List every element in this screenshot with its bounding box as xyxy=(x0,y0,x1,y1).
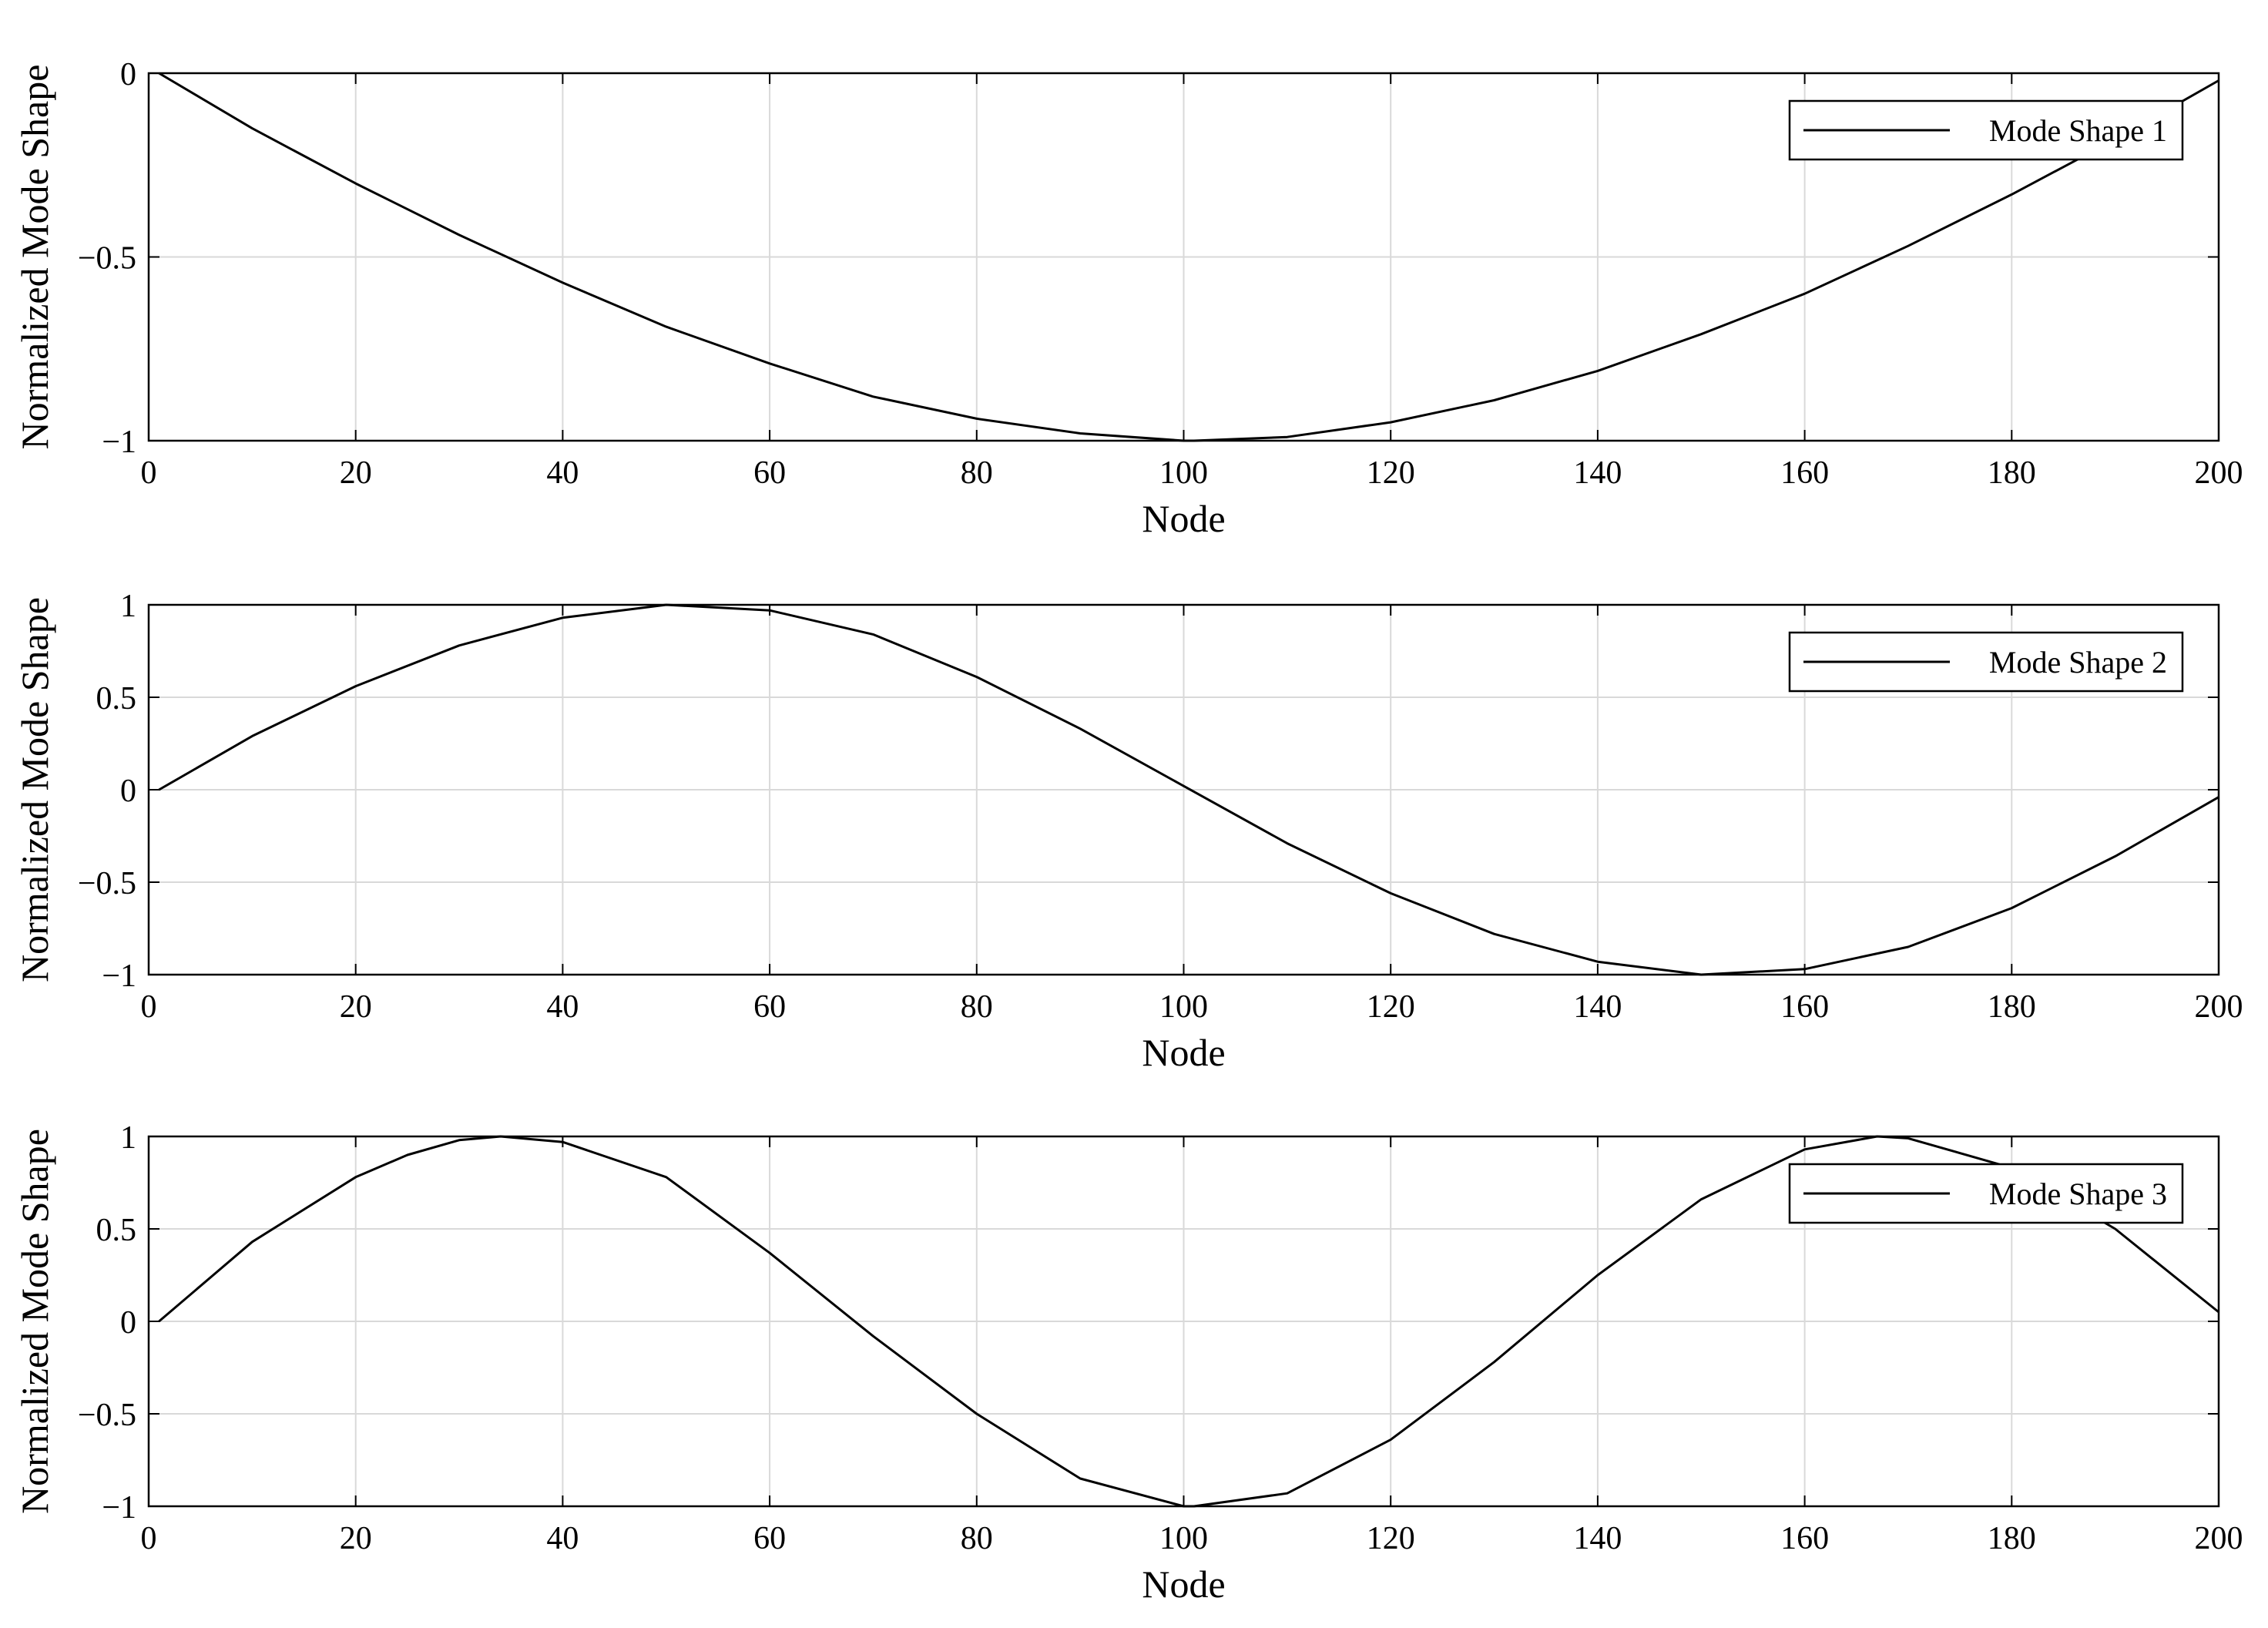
legend-entry-label: Mode Shape 1 xyxy=(1989,113,2167,148)
subplot-1: 0 20 40 60 80 100 120 140 160 180 200 0 −0.5 −1 Mode S… xyxy=(13,57,2243,540)
x-tick-label: 40 xyxy=(546,989,579,1025)
x-tick-label: 200 xyxy=(2195,989,2243,1025)
x-tick-label: 120 xyxy=(1367,1521,1415,1556)
y-axis-label: Normalized Mode Shape xyxy=(13,597,56,982)
x-tick-label: 60 xyxy=(753,455,786,491)
x-axis-label: Node xyxy=(1142,1563,1225,1606)
y-tick-label: 0.5 xyxy=(96,681,137,717)
x-tick-label: 20 xyxy=(340,455,372,491)
x-tick-label: 60 xyxy=(753,989,786,1025)
x-tick-label: 160 xyxy=(1780,989,1829,1025)
y-tick-label: 1 xyxy=(120,589,136,624)
x-axis-label: Node xyxy=(1142,497,1225,540)
x-tick-label: 120 xyxy=(1367,455,1415,491)
y-tick-label: −1 xyxy=(102,958,136,994)
x-axis-label: Node xyxy=(1142,1031,1225,1074)
x-tick-label: 180 xyxy=(1988,989,2036,1025)
x-tick-label: 180 xyxy=(1988,455,2036,491)
subplot-3: 0 20 40 60 80 100 120 140 160 180 200 1 0.5 0 −0.5 −1 Mo… xyxy=(13,1120,2243,1606)
x-tick-label: 200 xyxy=(2195,455,2243,491)
x-tick-label: 100 xyxy=(1159,989,1208,1025)
x-tick-label: 160 xyxy=(1780,455,1829,491)
legend: Mode Shape 2 xyxy=(1788,631,2184,693)
y-tick-label: −0.5 xyxy=(78,241,136,277)
y-tick-label: 0 xyxy=(120,57,136,92)
y-axis-label: Normalized Mode Shape xyxy=(13,65,56,450)
series-line-mode-shape-2 xyxy=(158,603,2219,976)
y-tick-label: −1 xyxy=(102,1490,136,1526)
x-tick-label: 60 xyxy=(753,1521,786,1556)
x-tick-label: 140 xyxy=(1573,1521,1622,1556)
x-tick-label: 160 xyxy=(1780,1521,1829,1556)
x-tick-label: 20 xyxy=(340,1521,372,1556)
legend-entry-label: Mode Shape 2 xyxy=(1989,645,2167,680)
x-tick-label: 200 xyxy=(2195,1521,2243,1556)
y-tick-label: 0 xyxy=(120,774,136,809)
x-tick-label: 100 xyxy=(1159,1521,1208,1556)
y-tick-label: 1 xyxy=(120,1120,136,1156)
y-tick-label: −0.5 xyxy=(78,1398,136,1433)
subplot-2: 0 20 40 60 80 100 120 140 160 180 200 1 0.5 0 −0.5 −1 Mo… xyxy=(13,589,2243,1074)
x-tick-label: 80 xyxy=(961,455,993,491)
x-tick-label: 40 xyxy=(546,455,579,491)
x-tick-label: 100 xyxy=(1159,455,1208,491)
y-tick-label: −0.5 xyxy=(78,866,136,901)
x-tick-label: 0 xyxy=(141,455,157,491)
legend: Mode Shape 3 xyxy=(1788,1163,2184,1224)
x-tick-label: 120 xyxy=(1367,989,1415,1025)
x-tick-label: 20 xyxy=(340,989,372,1025)
axes-frame xyxy=(147,1135,2220,1508)
y-tick-label: 0 xyxy=(120,1305,136,1341)
x-tick-label: 0 xyxy=(141,989,157,1025)
y-axis-label: Normalized Mode Shape xyxy=(13,1129,56,1514)
legend-entry-label: Mode Shape 3 xyxy=(1989,1177,2167,1211)
x-tick-label: 180 xyxy=(1988,1521,2036,1556)
y-tick-label: −1 xyxy=(102,425,136,460)
x-tick-label: 0 xyxy=(141,1521,157,1556)
legend: Mode Shape 1 xyxy=(1788,99,2184,161)
axes-frame xyxy=(147,72,2220,442)
axes-frame xyxy=(147,603,2220,976)
y-tick-label: 0.5 xyxy=(96,1213,137,1248)
x-tick-label: 80 xyxy=(961,989,993,1025)
x-tick-label: 40 xyxy=(546,1521,579,1556)
x-tick-label: 80 xyxy=(961,1521,993,1556)
x-tick-label: 140 xyxy=(1573,989,1622,1025)
x-tick-label: 140 xyxy=(1573,455,1622,491)
